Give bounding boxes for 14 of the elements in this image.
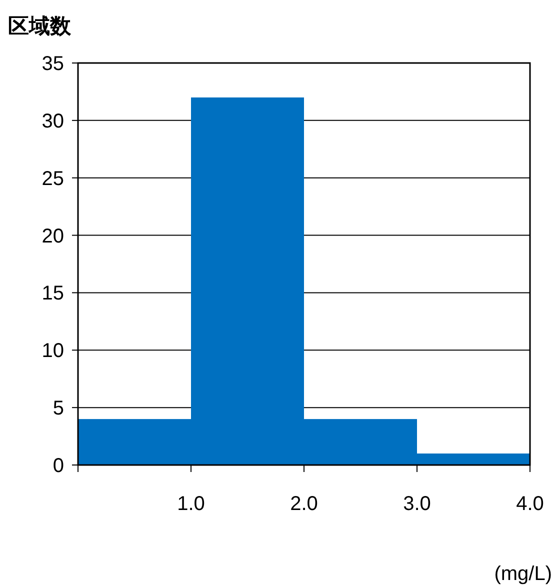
y-axis-title: 区域数: [8, 15, 72, 38]
y-tick-label: 20: [42, 225, 64, 248]
x-tick-label: 2.0: [290, 493, 318, 515]
x-tick-label: 1.0: [177, 493, 205, 515]
y-tick-label: 30: [42, 110, 64, 132]
y-tick-label: 0: [52, 455, 64, 477]
x-tick-label: 3.0: [403, 493, 431, 515]
y-tick-label: 25: [42, 168, 64, 190]
y-tick-label: 15: [42, 282, 64, 305]
x-axis-title: (mg/L): [494, 563, 552, 585]
y-tick-label: 5: [52, 398, 64, 420]
y-tick-label: 10: [42, 340, 64, 362]
y-tick-label: 35: [42, 53, 64, 75]
x-tick-label: 4.0: [516, 493, 544, 515]
